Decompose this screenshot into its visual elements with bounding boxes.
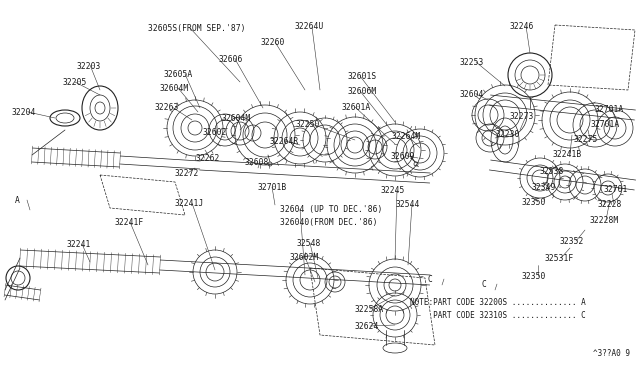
Text: 32260: 32260 bbox=[261, 38, 285, 47]
Text: 32272: 32272 bbox=[175, 169, 200, 178]
Text: 32241F: 32241F bbox=[115, 218, 144, 227]
Text: 32263: 32263 bbox=[155, 103, 179, 112]
Text: 32230: 32230 bbox=[496, 130, 520, 139]
Text: 32606: 32606 bbox=[219, 55, 243, 64]
Text: 32203: 32203 bbox=[77, 62, 101, 71]
Text: 32604: 32604 bbox=[460, 90, 484, 99]
Text: 32605A: 32605A bbox=[164, 70, 193, 79]
Text: 32544: 32544 bbox=[396, 200, 420, 209]
Text: 32241: 32241 bbox=[67, 240, 92, 249]
Text: 32350: 32350 bbox=[522, 198, 547, 207]
Text: 32250: 32250 bbox=[296, 120, 321, 129]
Text: 32605S(FROM SEP.'87): 32605S(FROM SEP.'87) bbox=[148, 24, 246, 33]
Text: 32350: 32350 bbox=[522, 272, 547, 281]
Text: 32258A: 32258A bbox=[355, 305, 384, 314]
Text: ^3??A0 9: ^3??A0 9 bbox=[593, 349, 630, 358]
Text: 32245: 32245 bbox=[381, 186, 405, 195]
Text: 32606M: 32606M bbox=[348, 87, 377, 96]
Text: PART CODE 32310S .............. C: PART CODE 32310S .............. C bbox=[410, 311, 586, 320]
Text: C: C bbox=[481, 280, 486, 289]
Text: 32253: 32253 bbox=[460, 58, 484, 67]
Text: 32204: 32204 bbox=[12, 108, 36, 117]
Text: NOTE:PART CODE 32200S .............. A: NOTE:PART CODE 32200S .............. A bbox=[410, 298, 586, 307]
Text: 326040(FROM DEC.'86): 326040(FROM DEC.'86) bbox=[280, 218, 378, 227]
Text: 32264U: 32264U bbox=[295, 22, 324, 31]
Text: 32602M: 32602M bbox=[290, 253, 319, 262]
Text: 32701B: 32701B bbox=[258, 183, 287, 192]
Text: 32349: 32349 bbox=[532, 183, 556, 192]
Text: 32352: 32352 bbox=[560, 237, 584, 246]
Text: 32604 (UP TO DEC.'86): 32604 (UP TO DEC.'86) bbox=[280, 205, 382, 214]
Text: 32264M: 32264M bbox=[392, 132, 421, 141]
Text: 32701A: 32701A bbox=[595, 105, 624, 114]
Text: 32701A: 32701A bbox=[591, 120, 620, 129]
Text: 32624: 32624 bbox=[355, 322, 380, 331]
Text: 32602: 32602 bbox=[203, 128, 227, 137]
Text: A: A bbox=[15, 196, 20, 205]
Text: 32609: 32609 bbox=[391, 152, 415, 161]
Text: 32531F: 32531F bbox=[545, 254, 574, 263]
Text: 32538: 32538 bbox=[540, 167, 564, 176]
Text: 32548: 32548 bbox=[297, 239, 321, 248]
Text: 32601A: 32601A bbox=[342, 103, 371, 112]
Text: C: C bbox=[428, 275, 433, 284]
Text: 32264R: 32264R bbox=[270, 137, 300, 146]
Text: 32601S: 32601S bbox=[348, 72, 377, 81]
Text: 32262: 32262 bbox=[196, 154, 220, 163]
Text: 32246: 32246 bbox=[510, 22, 534, 31]
Text: 32604M: 32604M bbox=[160, 84, 189, 93]
Text: 32701: 32701 bbox=[604, 185, 628, 194]
Text: 32604M: 32604M bbox=[222, 114, 252, 123]
Text: 32228: 32228 bbox=[598, 200, 622, 209]
Text: 32608: 32608 bbox=[245, 158, 269, 167]
Text: 32241B: 32241B bbox=[553, 150, 582, 159]
Text: 32273: 32273 bbox=[510, 112, 534, 121]
Text: 32241J: 32241J bbox=[175, 199, 204, 208]
Text: 32228M: 32228M bbox=[590, 216, 620, 225]
Text: 32275: 32275 bbox=[574, 135, 598, 144]
Text: 32205: 32205 bbox=[63, 78, 88, 87]
